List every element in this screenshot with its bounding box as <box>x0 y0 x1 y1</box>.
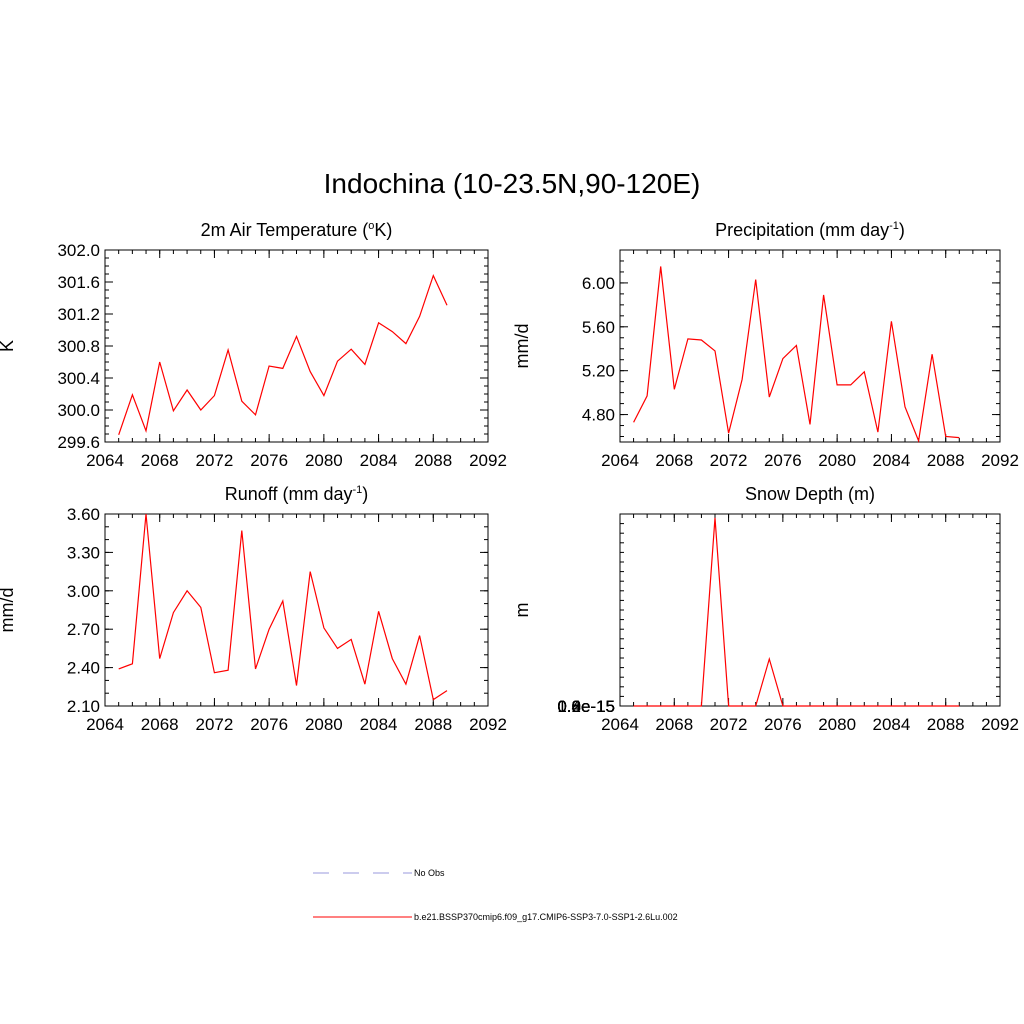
x-tick-label: 2076 <box>250 451 288 470</box>
panel-2: 2064 2068 2072 2076 2080 2084 2088 2092 4.80 5.20… <box>512 220 1019 470</box>
legend-label: b.e21.BSSP370cmip6.f09_g17.CMIP6-SSP3-7.… <box>414 912 678 922</box>
panel-4: 2064 2068 2072 2076 2080 2084 2088 2092 0.0e-150… <box>512 484 1019 734</box>
y-axis-label: K <box>0 340 17 352</box>
panel-title: Snow Depth (m) <box>745 484 875 504</box>
x-tick-label: 2092 <box>469 451 507 470</box>
x-tick-label: 2088 <box>414 715 452 734</box>
x-tick-label: 2084 <box>360 715 398 734</box>
x-tick-label: 2080 <box>818 451 856 470</box>
x-tick-label: 2092 <box>981 451 1019 470</box>
y-tick-label: 301.2 <box>57 305 100 324</box>
panel-title: 2m Air Temperature (oK) <box>201 220 393 240</box>
x-tick-label: 2072 <box>710 451 748 470</box>
x-tick-label: 2092 <box>469 715 507 734</box>
x-tick-label: 2064 <box>601 715 639 734</box>
series-line <box>633 266 960 444</box>
x-tick-label: 2068 <box>141 715 179 734</box>
y-tick-label: 299.6 <box>57 433 100 452</box>
x-tick-label: 2072 <box>196 715 234 734</box>
y-axis-label: m <box>512 603 532 618</box>
x-tick-label: 2076 <box>764 715 802 734</box>
x-tick-label: 2088 <box>927 715 965 734</box>
y-tick-label: 0.4e-15 <box>557 697 615 716</box>
y-tick-label: 300.8 <box>57 337 100 356</box>
page-title: Indochina (10-23.5N,90-120E) <box>323 168 701 199</box>
x-tick-label: 2076 <box>764 451 802 470</box>
plot-frame <box>619 249 1001 443</box>
x-tick-label: 2092 <box>981 715 1019 734</box>
x-tick-label: 2080 <box>818 715 856 734</box>
x-tick-label: 2072 <box>196 451 234 470</box>
plot-frame <box>104 513 489 707</box>
legend-label: No Obs <box>414 868 445 878</box>
x-tick-label: 2088 <box>927 451 965 470</box>
panel-3: 2064 2068 2072 2076 2080 2084 2088 2092 2.10 2.40… <box>0 484 507 734</box>
y-tick-label: 2.70 <box>67 620 100 639</box>
y-tick-label: 4.80 <box>582 406 615 425</box>
x-tick-label: 2064 <box>86 715 124 734</box>
y-tick-label: 0.8e-15 <box>557 697 615 716</box>
x-tick-label: 2068 <box>141 451 179 470</box>
x-tick-label: 2068 <box>655 451 693 470</box>
x-tick-label: 2080 <box>305 451 343 470</box>
panel-title: Precipitation (mm day-1) <box>715 220 905 240</box>
y-tick-label: 1.0e-15 <box>557 697 615 716</box>
series-line <box>118 273 448 435</box>
y-tick-label: 0.6e-15 <box>557 697 615 716</box>
y-tick-label: 300.0 <box>57 401 100 420</box>
y-axis-label: mm/d <box>0 588 17 633</box>
y-tick-label: 6.00 <box>582 274 615 293</box>
x-tick-label: 2084 <box>360 451 398 470</box>
y-tick-label: 0.2e-15 <box>557 697 615 716</box>
y-tick-label: 3.00 <box>67 582 100 601</box>
x-tick-label: 2072 <box>710 715 748 734</box>
legend: No Obs b.e21.BSSP370cmip6.f09_g17.CMIP6-S… <box>313 868 678 922</box>
y-tick-label: 2.10 <box>67 697 100 716</box>
x-tick-label: 2076 <box>250 715 288 734</box>
y-tick-label: 302.0 <box>57 241 100 260</box>
y-tick-label: 3.60 <box>67 505 100 524</box>
x-tick-label: 2088 <box>414 451 452 470</box>
y-tick-label: 0.0e-15 <box>557 697 615 716</box>
panel-title: Runoff (mm day-1) <box>225 484 369 504</box>
y-tick-label: 5.60 <box>582 318 615 337</box>
plot-frame <box>104 249 489 443</box>
y-tick-label: 5.20 <box>582 362 615 381</box>
x-tick-label: 2080 <box>305 715 343 734</box>
x-tick-label: 2064 <box>86 451 124 470</box>
x-tick-label: 2084 <box>873 715 911 734</box>
y-tick-label: 300.4 <box>57 369 100 388</box>
y-tick-label: 3.30 <box>67 543 100 562</box>
panel-1: 2064 2068 2072 2076 2080 2084 2088 2092 299.6 300… <box>0 220 507 470</box>
y-tick-label: 2.40 <box>67 659 100 678</box>
series-line <box>633 517 960 707</box>
series-line <box>118 513 448 701</box>
x-tick-label: 2084 <box>873 451 911 470</box>
y-axis-label: mm/d <box>512 324 532 369</box>
y-tick-label: 301.6 <box>57 273 100 292</box>
plot-frame <box>619 513 1001 707</box>
x-tick-label: 2064 <box>601 451 639 470</box>
x-tick-label: 2068 <box>655 715 693 734</box>
